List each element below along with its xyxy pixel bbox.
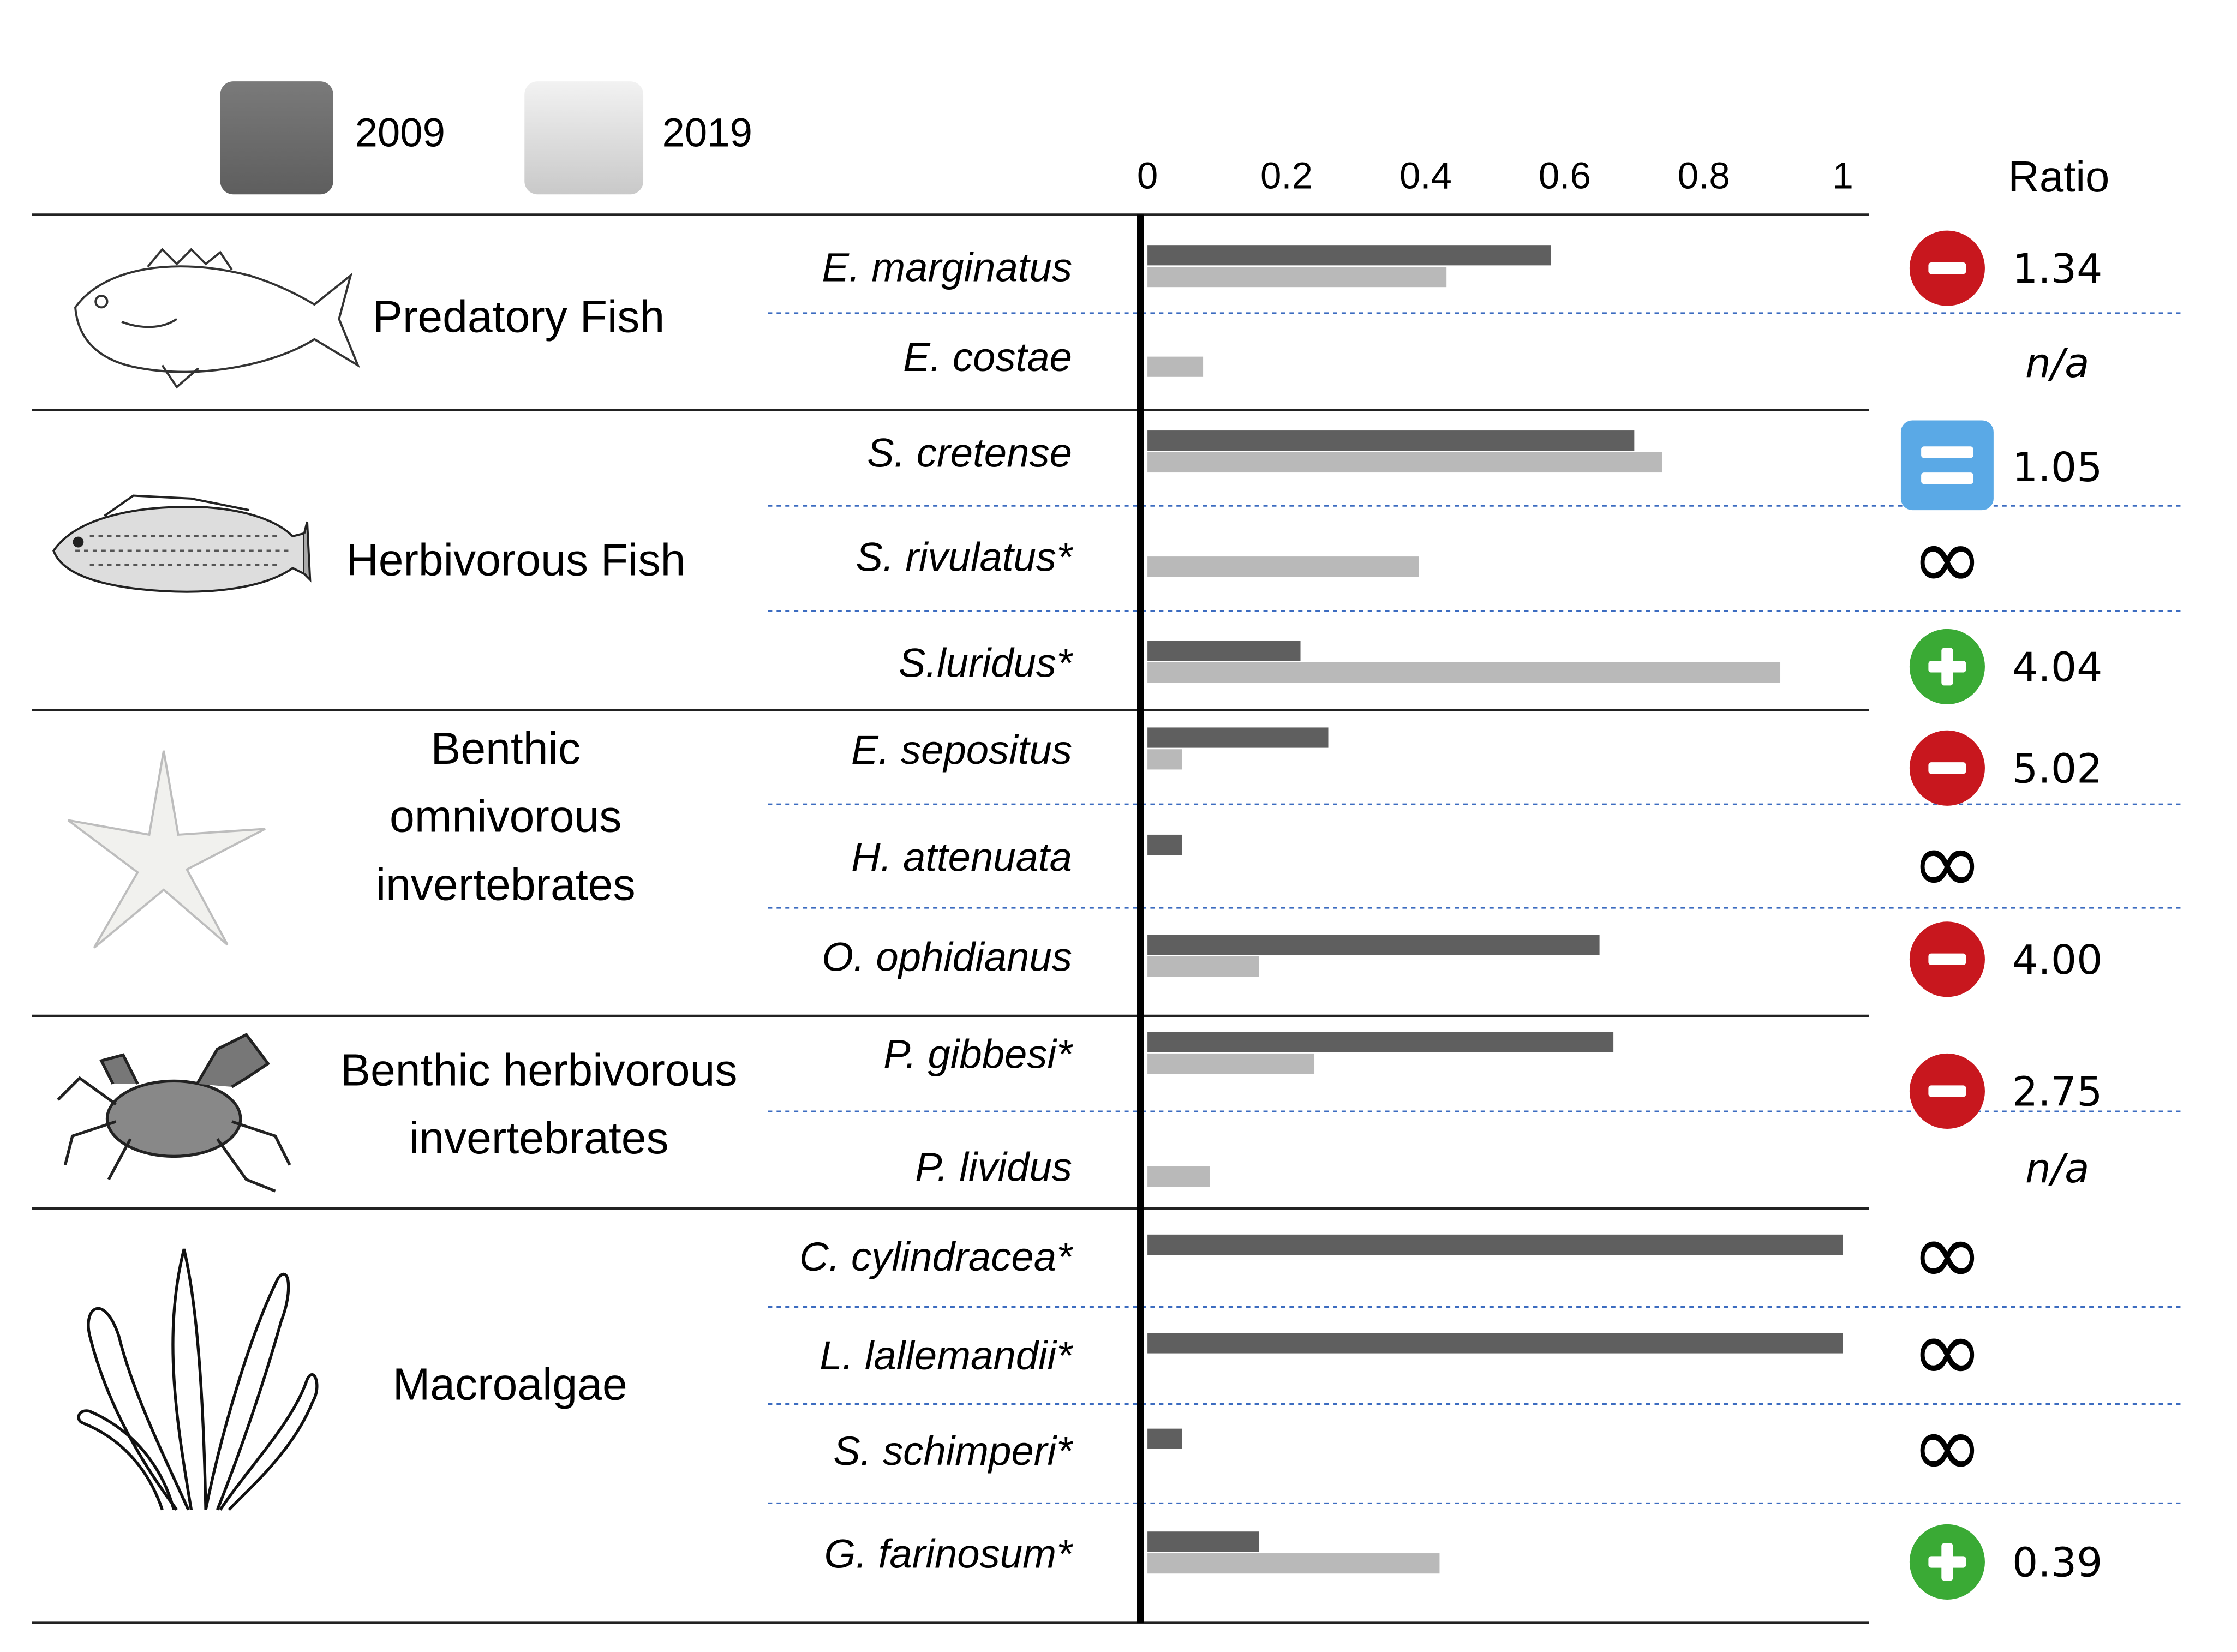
infinity-ratio: ∞ xyxy=(1911,508,1984,609)
species-label: C. cylindracea* xyxy=(799,1234,1073,1279)
species-label: E. marginatus xyxy=(822,245,1072,290)
bar-2009 xyxy=(1147,727,1329,748)
species-label: G. farinosum* xyxy=(824,1531,1074,1577)
species-label: S.luridus* xyxy=(899,640,1073,685)
starfish-icon xyxy=(67,750,266,949)
x-tick-label: 0 xyxy=(1137,154,1158,197)
species-label: H. attenuata xyxy=(851,834,1072,879)
infinity-ratio: ∞ xyxy=(1911,1396,1984,1497)
x-tick-label: 0.4 xyxy=(1399,154,1452,197)
legend-swatch-2019 xyxy=(524,81,644,195)
infinity-ratio: ∞ xyxy=(1911,1300,1984,1402)
icon-bar xyxy=(1928,953,1966,965)
bar-2009 xyxy=(1147,641,1301,661)
icon-bar xyxy=(1921,446,1973,458)
ratio-header: Ratio xyxy=(2008,152,2109,201)
icon-bar xyxy=(1921,472,1973,484)
bar-2009 xyxy=(1147,1333,1843,1354)
x-tick-label: 0.2 xyxy=(1260,154,1313,197)
group-label: omnivorous xyxy=(390,792,621,842)
equal-icon xyxy=(1900,420,1994,511)
icon-bar xyxy=(1928,262,1966,274)
legend-label-2009: 2009 xyxy=(355,110,445,155)
ratio-value: n/a xyxy=(2025,339,2090,387)
ratio-value: 4.04 xyxy=(2012,643,2103,691)
legend-swatch-2009 xyxy=(220,81,333,195)
ratio-value: 5.02 xyxy=(2012,745,2103,792)
bar-series xyxy=(1147,245,1843,1574)
species-label: E. sepositus xyxy=(851,727,1072,773)
bar-2009 xyxy=(1147,430,1635,451)
ratio-value: 1.05 xyxy=(2012,444,2103,491)
bar-2019 xyxy=(1147,1053,1315,1074)
icon-bar xyxy=(1941,1543,1953,1581)
species-labels: E. marginatus E. costae S. cretense S. rivu… xyxy=(799,245,1073,1577)
ratio-value: 2.75 xyxy=(2012,1068,2103,1115)
icon-bar xyxy=(1941,648,1953,686)
bar-2009 xyxy=(1147,1032,1614,1052)
icon-bar xyxy=(1928,762,1966,774)
ratio-value: 1.34 xyxy=(2012,245,2103,292)
bar-2019 xyxy=(1147,662,1781,683)
bar-2019 xyxy=(1147,1553,1440,1574)
bar-2009 xyxy=(1147,935,1600,955)
species-label: L. lallemandii* xyxy=(820,1333,1073,1378)
group-label: invertebrates xyxy=(409,1113,669,1163)
bar-2019 xyxy=(1147,452,1662,473)
row-separators xyxy=(32,213,2181,1624)
bar-2019 xyxy=(1147,267,1447,288)
group-labels: Predatory Fish Herbivorous Fish Benthic omn… xyxy=(340,291,737,1409)
bar-2019 xyxy=(1147,1166,1210,1187)
icon-bar xyxy=(1928,1085,1966,1097)
infinity-ratio: ∞ xyxy=(1911,1203,1984,1304)
fish-icon xyxy=(74,248,360,389)
x-tick-label: 1 xyxy=(1833,154,1853,197)
bar-2019 xyxy=(1147,356,1204,377)
seaweed-icon xyxy=(77,1248,319,1511)
ratio-value: n/a xyxy=(2025,1145,2090,1192)
legend: 2009 2019 xyxy=(220,81,752,195)
group-label: Herbivorous Fish xyxy=(346,535,685,585)
x-axis-ticks: 0 0.2 0.4 0.6 0.8 1 xyxy=(1137,154,1853,197)
bar-2009 xyxy=(1147,1234,1843,1255)
species-label: S. schimperi* xyxy=(833,1428,1073,1474)
bar-2019 xyxy=(1147,749,1182,770)
species-label: E. costae xyxy=(903,334,1072,380)
bar-2009 xyxy=(1147,1531,1259,1552)
infinity-ratio: ∞ xyxy=(1911,812,1984,913)
x-tick-label: 0.8 xyxy=(1678,154,1730,197)
bar-2009 xyxy=(1147,245,1551,266)
ratio-column: 1.34n/a1.05∞4.045.02∞4.002.75n/a∞∞∞0.39 xyxy=(1900,230,2103,1600)
species-label: P. lividus xyxy=(915,1145,1072,1190)
bar-2019 xyxy=(1147,556,1419,577)
group-label: Benthic xyxy=(430,723,581,774)
bar-2009 xyxy=(1147,834,1182,855)
species-label: O. ophidianus xyxy=(822,935,1072,980)
legend-label-2019: 2019 xyxy=(662,110,752,155)
species-label: S. rivulatus* xyxy=(856,535,1073,580)
group-label: invertebrates xyxy=(376,859,636,909)
group-label: Benthic herbivorous xyxy=(340,1045,737,1095)
species-label: S. cretense xyxy=(867,430,1072,475)
ratio-value: 4.00 xyxy=(2012,936,2103,984)
parrotfish-icon xyxy=(52,494,312,593)
group-label: Macroalgae xyxy=(393,1360,627,1410)
bar-2019 xyxy=(1147,956,1259,977)
crab-icon xyxy=(57,1033,291,1193)
group-label: Predatory Fish xyxy=(373,291,665,342)
species-label: P. gibbesi* xyxy=(883,1031,1073,1076)
bar-2009 xyxy=(1147,1428,1182,1449)
ratio-value: 0.39 xyxy=(2012,1539,2103,1587)
x-tick-label: 0.6 xyxy=(1539,154,1591,197)
